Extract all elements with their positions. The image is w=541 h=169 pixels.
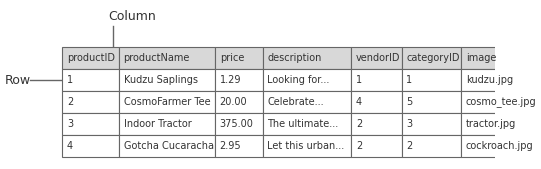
Text: Column: Column [108, 10, 156, 23]
Text: 2: 2 [406, 141, 413, 151]
Text: kudzu.jpg: kudzu.jpg [466, 75, 513, 85]
Bar [402, 69, 461, 91]
Text: description: description [267, 53, 322, 63]
Bar [352, 113, 402, 135]
Bar [215, 135, 263, 157]
Bar [461, 91, 537, 113]
Text: Gotcha Cucaracha: Gotcha Cucaracha [123, 141, 214, 151]
Bar [119, 135, 215, 157]
Bar [263, 69, 352, 91]
Text: productName: productName [123, 53, 190, 63]
Text: 1: 1 [67, 75, 73, 85]
Bar [402, 47, 461, 69]
Bar [62, 113, 119, 135]
Text: 1.29: 1.29 [220, 75, 241, 85]
Bar [62, 135, 119, 157]
Text: cockroach.jpg: cockroach.jpg [466, 141, 533, 151]
Text: Row: Row [4, 74, 31, 87]
Text: The ultimate...: The ultimate... [267, 119, 339, 129]
Text: 3: 3 [406, 119, 413, 129]
Bar [402, 113, 461, 135]
Text: 2: 2 [67, 97, 73, 107]
Text: 375.00: 375.00 [220, 119, 254, 129]
Text: cosmo_tee.jpg: cosmo_tee.jpg [466, 96, 537, 107]
Bar [352, 135, 402, 157]
Text: price: price [220, 53, 244, 63]
Text: image: image [466, 53, 496, 63]
Text: Celebrate...: Celebrate... [267, 97, 324, 107]
Text: productID: productID [67, 53, 115, 63]
Bar [215, 91, 263, 113]
Text: vendorID: vendorID [356, 53, 400, 63]
Bar [352, 47, 402, 69]
Bar [215, 47, 263, 69]
Text: 2: 2 [356, 141, 362, 151]
Bar [62, 47, 119, 69]
Bar [263, 91, 352, 113]
Bar [461, 113, 537, 135]
Bar [352, 69, 402, 91]
Bar [263, 47, 352, 69]
Bar [263, 113, 352, 135]
Text: Indoor Tractor: Indoor Tractor [123, 119, 192, 129]
Text: 20.00: 20.00 [220, 97, 247, 107]
Text: 2.95: 2.95 [220, 141, 241, 151]
Bar [119, 91, 215, 113]
Text: 4: 4 [356, 97, 362, 107]
Text: 3: 3 [67, 119, 73, 129]
Text: categoryID: categoryID [406, 53, 460, 63]
Bar [119, 69, 215, 91]
Bar [62, 91, 119, 113]
Text: 5: 5 [406, 97, 413, 107]
Text: 1: 1 [406, 75, 413, 85]
Bar [62, 69, 119, 91]
Bar [461, 69, 537, 91]
Bar [402, 135, 461, 157]
Bar [119, 47, 215, 69]
Bar [461, 47, 537, 69]
Text: 1: 1 [356, 75, 362, 85]
Bar [215, 69, 263, 91]
Text: 2: 2 [356, 119, 362, 129]
Text: Kudzu Saplings: Kudzu Saplings [123, 75, 197, 85]
Text: Let this urban...: Let this urban... [267, 141, 345, 151]
Text: 4: 4 [67, 141, 73, 151]
Bar [263, 135, 352, 157]
Bar [352, 91, 402, 113]
Bar [215, 113, 263, 135]
Bar [119, 113, 215, 135]
Text: Looking for...: Looking for... [267, 75, 329, 85]
Bar [461, 135, 537, 157]
Text: CosmoFarmer Tee: CosmoFarmer Tee [123, 97, 210, 107]
Text: tractor.jpg: tractor.jpg [466, 119, 516, 129]
Bar [402, 91, 461, 113]
